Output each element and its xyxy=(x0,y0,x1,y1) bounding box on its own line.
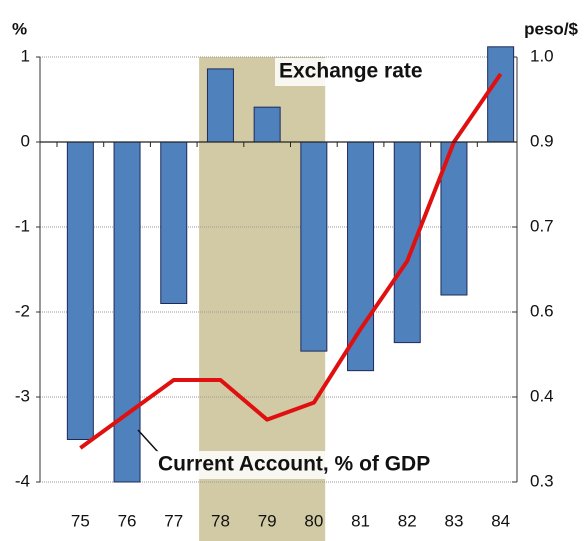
y-tick-label: -2 xyxy=(15,301,30,320)
series-annotation: Exchange rate xyxy=(279,60,423,83)
bar xyxy=(253,106,281,143)
label-bg xyxy=(275,58,467,86)
x-tick-label: 75 xyxy=(71,511,90,530)
x-tick-label: 83 xyxy=(444,511,463,530)
x-tick-label: 76 xyxy=(118,511,137,530)
bar xyxy=(160,141,188,304)
x-tick-label: 81 xyxy=(351,511,370,530)
y2-tick-label: 0.7 xyxy=(530,216,554,235)
bar xyxy=(66,141,94,440)
series-annotation: Current Account, % of GDP xyxy=(158,453,430,476)
y-tick-label: 0 xyxy=(21,131,30,150)
y2-tick-label: 0.4 xyxy=(530,386,554,405)
x-tick-label: 82 xyxy=(398,511,417,530)
x-tick-label: 79 xyxy=(258,511,277,530)
y2-tick-label: 1.0 xyxy=(530,46,554,65)
bar xyxy=(206,68,234,143)
line xyxy=(79,72,503,450)
y-tick-label: 1 xyxy=(21,46,30,65)
y2-tick-label: 0.6 xyxy=(530,301,554,320)
y-axis-label: % xyxy=(12,19,27,38)
y2-tick-label: 0.9 xyxy=(530,131,554,150)
y-tick-label: -4 xyxy=(15,471,30,490)
y-tick-label: -1 xyxy=(15,216,30,235)
bar xyxy=(300,141,328,352)
y2-axis-label: peso/$ xyxy=(524,19,578,38)
x-tick-label: 80 xyxy=(304,511,323,530)
bar xyxy=(487,46,515,143)
bar xyxy=(113,141,141,483)
x-tick-label: 77 xyxy=(164,511,183,530)
y2-tick-label: 0.3 xyxy=(530,471,554,490)
bar xyxy=(347,141,375,372)
label-bg xyxy=(152,451,516,479)
x-tick-label: 84 xyxy=(491,511,510,530)
pointer xyxy=(137,429,159,453)
x-tick-label: 78 xyxy=(211,511,230,530)
y-tick-label: -3 xyxy=(15,386,30,405)
